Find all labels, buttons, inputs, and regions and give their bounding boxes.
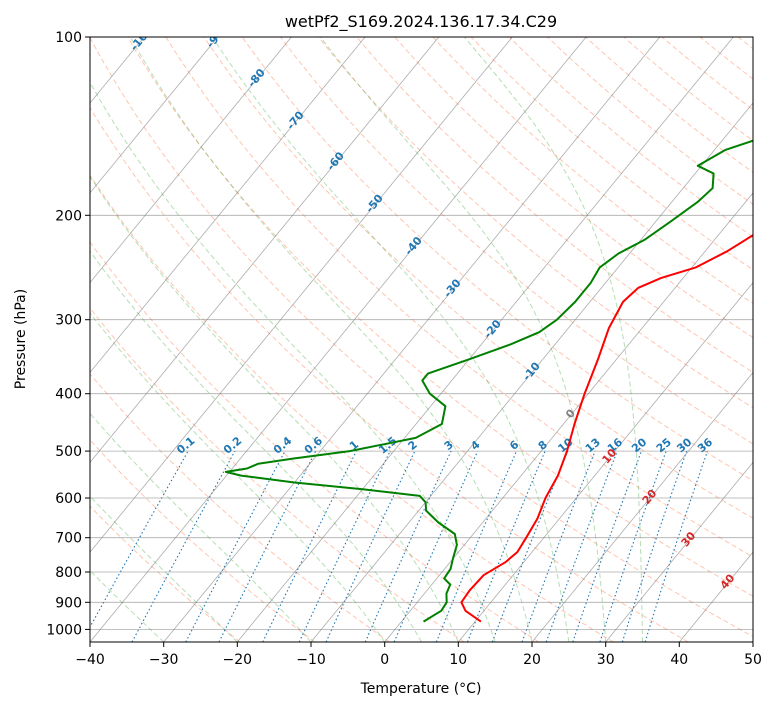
dry-adiabat-line xyxy=(203,37,753,519)
dry-adiabat-line xyxy=(127,37,753,597)
isotherm-line xyxy=(90,37,513,553)
x-tick-label: 40 xyxy=(670,652,688,668)
isotherm-line xyxy=(90,37,219,194)
y-tick-label: 300 xyxy=(55,313,82,329)
y-tick-label: 700 xyxy=(55,531,82,547)
dry-adiabat-line xyxy=(623,37,753,142)
x-tick-label: −20 xyxy=(223,652,253,668)
isotherm-line xyxy=(310,102,753,642)
x-tick-label: 30 xyxy=(597,652,615,668)
mixing-ratio-line xyxy=(621,450,688,642)
mixing-ratio-line xyxy=(572,450,643,642)
mixing-ratio-line xyxy=(131,450,236,642)
plot-frame xyxy=(89,36,754,643)
mixing-ratio-line xyxy=(90,450,189,629)
moist-adiabat-line xyxy=(464,37,643,642)
dry-adiabat-line xyxy=(90,505,241,642)
isotherm-line xyxy=(90,37,587,642)
dry-adiabat-line xyxy=(165,37,753,558)
moist-adiabat-line xyxy=(90,569,165,642)
mixing-ratio-line xyxy=(218,450,317,642)
dry-adiabat-line xyxy=(547,37,753,205)
reference-lines xyxy=(90,37,753,642)
dry-adiabat-line xyxy=(90,106,689,642)
dry-adiabat-line xyxy=(394,37,753,339)
mixing-ratio-line xyxy=(435,450,518,642)
dry-adiabat-line xyxy=(90,241,540,642)
chart-title: wetPf2_S169.2024.136.17.34.C29 xyxy=(285,12,557,32)
dry-adiabat-line xyxy=(318,37,753,409)
y-tick-label: 200 xyxy=(55,208,82,224)
moist-adiabat-line xyxy=(211,37,570,642)
x-axis: −40 −30 −20 −10 0 10 20 30 40 50 xyxy=(75,642,762,668)
temperature-profile-line xyxy=(460,234,753,623)
x-tick-label: 10 xyxy=(449,652,467,668)
mixing-ratio-line xyxy=(644,450,708,642)
y-tick-label: 800 xyxy=(55,565,82,581)
moist-adiabat-line xyxy=(90,495,238,642)
y-axis-title: Pressure (hPa) xyxy=(13,289,29,389)
y-tick-label: 500 xyxy=(55,444,82,460)
isotherm-line xyxy=(236,37,734,642)
isotherm-line xyxy=(163,37,661,642)
x-tick-label: −40 xyxy=(75,652,105,668)
y-tick-label: 600 xyxy=(55,491,82,507)
x-axis-title: Temperature (°C) xyxy=(360,681,482,697)
dry-adiabat-line xyxy=(432,37,753,304)
y-tick-label: 900 xyxy=(55,595,82,611)
moist-adiabat-line xyxy=(320,37,607,642)
moist-adiabat-line xyxy=(90,81,496,642)
moist-adiabat-line xyxy=(90,312,386,642)
x-tick-label: 50 xyxy=(744,652,762,668)
mixing-ratio-line xyxy=(262,450,357,642)
mixing-ratio-line xyxy=(599,450,667,642)
y-tick-label: 1000 xyxy=(46,622,82,638)
x-tick-label: 0 xyxy=(380,652,389,668)
mixing-ratio-line xyxy=(491,450,569,642)
y-axis: 1000 900 800 700 600 500 400 300 200 100 xyxy=(46,30,90,638)
isotherm-line xyxy=(531,371,753,642)
isotherm-line xyxy=(384,192,753,642)
dry-adiabat-line xyxy=(470,37,753,271)
isotherm-line xyxy=(90,37,440,463)
x-tick-label: 20 xyxy=(523,652,541,668)
mixing-ratio-line xyxy=(545,450,618,642)
dry-adiabat-line xyxy=(90,174,614,642)
isotherm-line xyxy=(90,37,292,284)
mixing-ratio-line xyxy=(521,450,596,642)
dry-adiabat-line xyxy=(90,307,465,642)
dry-adiabat-line xyxy=(508,37,753,238)
dewpoint-profile-line xyxy=(224,139,753,623)
dry-adiabat-line xyxy=(241,37,753,482)
isotherm-line xyxy=(457,281,753,642)
isotherm-line xyxy=(605,461,753,642)
isotherm-line xyxy=(90,37,366,374)
moist-adiabat-line xyxy=(90,175,459,642)
sounding-series xyxy=(224,139,753,623)
dry-adiabat-line xyxy=(356,37,753,373)
mixing-ratio-line xyxy=(393,450,479,642)
x-tick-label: −30 xyxy=(149,652,179,668)
dry-adiabat-line xyxy=(280,37,753,445)
y-tick-label: 100 xyxy=(55,30,82,46)
x-tick-label: −10 xyxy=(296,652,326,668)
moist-adiabat-line xyxy=(129,37,533,642)
moist-adiabat-line xyxy=(90,250,422,642)
dry-adiabat-line xyxy=(90,37,753,638)
y-tick-label: 400 xyxy=(55,387,82,403)
mixing-ratio-line xyxy=(364,450,452,642)
